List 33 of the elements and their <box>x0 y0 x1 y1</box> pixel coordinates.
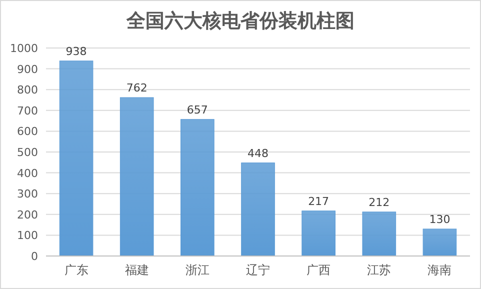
data-label: 448 <box>248 146 268 160</box>
y-tick-label: 800 <box>17 84 38 97</box>
data-label: 657 <box>186 103 208 116</box>
y-tick-label: 0 <box>31 250 38 263</box>
y-tick-label: 100 <box>17 229 38 242</box>
bar <box>422 228 457 256</box>
x-tick-label: 辽宁 <box>246 263 270 277</box>
y-tick-label: 200 <box>17 208 38 222</box>
y-tick-label: 400 <box>17 166 38 180</box>
data-label: 938 <box>66 44 87 58</box>
x-tick-label: 海南 <box>428 263 452 277</box>
y-tick-label: 700 <box>17 104 38 118</box>
data-label: 762 <box>126 82 148 95</box>
bar <box>241 162 275 256</box>
x-tick-label: 江苏 <box>367 263 392 277</box>
bar <box>362 212 396 256</box>
bar <box>59 60 94 256</box>
y-tick-label: 500 <box>17 146 38 159</box>
bar <box>120 97 154 256</box>
x-tick-label: 浙江 <box>185 263 210 277</box>
y-tick-label: 600 <box>17 125 38 138</box>
bar <box>302 210 336 256</box>
y-tick-label: 300 <box>17 188 38 201</box>
y-tick-label: 1000 <box>10 42 38 55</box>
chart-title: 全国六大核电省份装机柱图 <box>126 10 354 32</box>
y-tick-label: 900 <box>17 62 38 76</box>
x-tick-label: 福建 <box>124 263 149 277</box>
data-label: 212 <box>368 196 390 209</box>
bar <box>180 119 214 256</box>
data-label: 130 <box>429 212 450 226</box>
data-label: 217 <box>308 194 330 208</box>
x-tick-label: 广西 <box>306 263 331 277</box>
x-tick-label: 广东 <box>64 263 88 277</box>
